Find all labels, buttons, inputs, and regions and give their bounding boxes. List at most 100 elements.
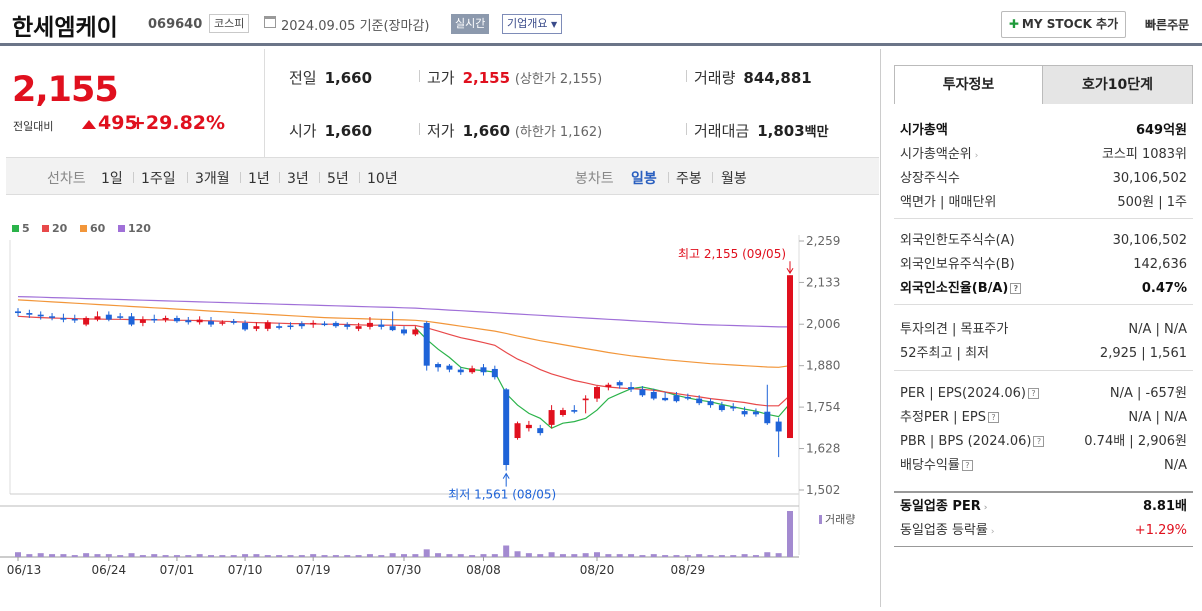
info-value: 코스피 1083위: [1101, 147, 1187, 162]
info-label: PBR | BPS (2024.06)?: [900, 431, 1045, 453]
help-icon[interactable]: ?: [961, 460, 973, 471]
info-row[interactable]: 외국인소진율(B/A)? 0.47%: [900, 278, 1187, 300]
legend-label: 120: [128, 222, 151, 235]
corp-overview-dropdown[interactable]: 기업개요 ▼: [502, 14, 563, 34]
candle-body: [208, 321, 214, 325]
help-icon[interactable]: ?: [1027, 388, 1039, 399]
info-row[interactable]: 동일업종 등락률 › +1.29%: [900, 520, 1187, 542]
period-1y[interactable]: 1년: [248, 171, 270, 187]
candle-body: [389, 326, 396, 331]
volume-bar: [219, 555, 226, 557]
x-tick-label: 07/19: [296, 563, 331, 577]
realtime-button[interactable]: 실시간: [451, 14, 490, 34]
info-row[interactable]: 배당수익률? N/A: [900, 455, 1187, 477]
candle-body: [684, 396, 691, 399]
volume-bar: [775, 553, 782, 557]
prev-close: 전일 1,660: [289, 67, 372, 88]
change-label: 전일대비: [13, 120, 54, 133]
investment-panel: 투자정보 호가10단계 시가총액 649억원 시가총액순위 › 코스피 1083위 상장주…: [880, 49, 1202, 607]
mystock-add-button[interactable]: ✚ MY STOCK 추가: [1001, 11, 1126, 38]
ma-line-60: [17, 299, 791, 368]
candle-body: [83, 317, 90, 325]
candle-daily[interactable]: 일봉: [631, 171, 657, 187]
info-value: 30,106,502: [1112, 233, 1187, 248]
volume-bar: [650, 554, 657, 557]
candle-body: [718, 405, 725, 411]
info-row[interactable]: PER | EPS(2024.06)? N/A | -657원: [900, 383, 1187, 405]
period-10y[interactable]: 10년: [367, 171, 398, 187]
volume-bar: [628, 554, 635, 557]
volume-label: 거래량: [694, 69, 736, 87]
info-label: 상장주식수: [900, 171, 960, 186]
calendar-icon: [264, 16, 276, 28]
info-row[interactable]: 추정PER | EPS? N/A | N/A: [900, 407, 1187, 429]
tab-investment-info[interactable]: 투자정보: [894, 65, 1043, 105]
info-value: 500원 | 1주: [1117, 195, 1187, 210]
volume-bar: [548, 552, 555, 557]
volume-bar: [571, 554, 578, 557]
info-row[interactable]: 동일업종 PER › 8.81배: [900, 496, 1187, 518]
info-row: 투자의견 | 목표주가 N/A | N/A: [900, 319, 1187, 341]
info-value: N/A | N/A: [1128, 410, 1187, 425]
candle-body: [741, 411, 748, 415]
low-price: 저가 1,660 (하한가 1,162): [419, 120, 602, 141]
info-value: N/A: [1164, 458, 1187, 473]
help-icon[interactable]: ?: [1010, 283, 1022, 294]
volume-bar: [752, 555, 759, 557]
upper-limit: (상한가 2,155): [514, 72, 603, 87]
legend-label: 60: [90, 222, 106, 235]
candle-body: [525, 424, 532, 429]
candle-body: [185, 320, 192, 323]
period-3y[interactable]: 3년: [287, 171, 309, 187]
volume-bar: [185, 555, 192, 557]
y-tick-label: 1,880: [806, 359, 840, 373]
volume-bar: [105, 554, 112, 557]
volume-bar: [446, 554, 453, 557]
candle-body: [559, 410, 566, 416]
quick-order-link[interactable]: 빠른주문: [1145, 18, 1190, 32]
info-row[interactable]: 시가총액순위 › 코스피 1083위: [900, 144, 1187, 166]
volume-bar: [684, 555, 691, 557]
volume-bar: [514, 551, 521, 557]
high-annotation: 최고 2,155 (09/05): [678, 247, 786, 261]
volume-bar: [616, 554, 623, 557]
volume-bar: [37, 553, 44, 557]
period-5y[interactable]: 5년: [327, 171, 349, 187]
period-1w[interactable]: 1주일: [141, 171, 176, 187]
help-icon[interactable]: ?: [987, 412, 999, 423]
period-1d[interactable]: 1일: [101, 171, 123, 187]
volume-bar: [83, 553, 90, 557]
candle-body: [151, 318, 158, 321]
volume-bar: [117, 555, 124, 557]
x-tick-label: 06/24: [92, 563, 127, 577]
volume-bar: [605, 554, 612, 557]
stock-code: 069640: [148, 17, 203, 32]
info-row[interactable]: PBR | BPS (2024.06)? 0.74배 | 2,906원: [900, 431, 1187, 453]
volume-bar: [230, 555, 237, 557]
volume-bar: [94, 554, 101, 557]
info-label: 52주최고 | 최저: [900, 346, 989, 361]
candle-body: [105, 314, 112, 320]
volume-bar: [287, 555, 294, 557]
volume-bar: [662, 555, 669, 557]
candle-body: [639, 389, 646, 396]
price-chart[interactable]: 2,259 2,133 2,006 1,880 1,754 1,628 1,502 5 20 60…: [0, 200, 879, 607]
candle-weekly[interactable]: 주봉: [676, 171, 702, 187]
high-value: 2,155: [462, 69, 511, 87]
stock-name: 한세엠케이: [12, 15, 118, 41]
candle-body: [219, 322, 226, 324]
chevron-right-icon: ›: [983, 503, 988, 513]
x-tick-label: 07/10: [228, 563, 263, 577]
candle-body: [571, 410, 578, 412]
candle-body: [71, 318, 78, 321]
volume-legend-label: 거래량: [825, 513, 855, 526]
volume-bar: [537, 554, 544, 557]
volume-bar: [151, 554, 158, 557]
help-icon[interactable]: ?: [1033, 436, 1045, 447]
candle-body: [276, 326, 283, 328]
candle-monthly[interactable]: 월봉: [721, 171, 747, 187]
prev-value: 1,660: [324, 69, 373, 87]
info-tabs: 투자정보 호가10단계: [894, 65, 1193, 105]
tab-order-book[interactable]: 호가10단계: [1042, 65, 1193, 105]
period-3m[interactable]: 3개월: [195, 171, 230, 187]
